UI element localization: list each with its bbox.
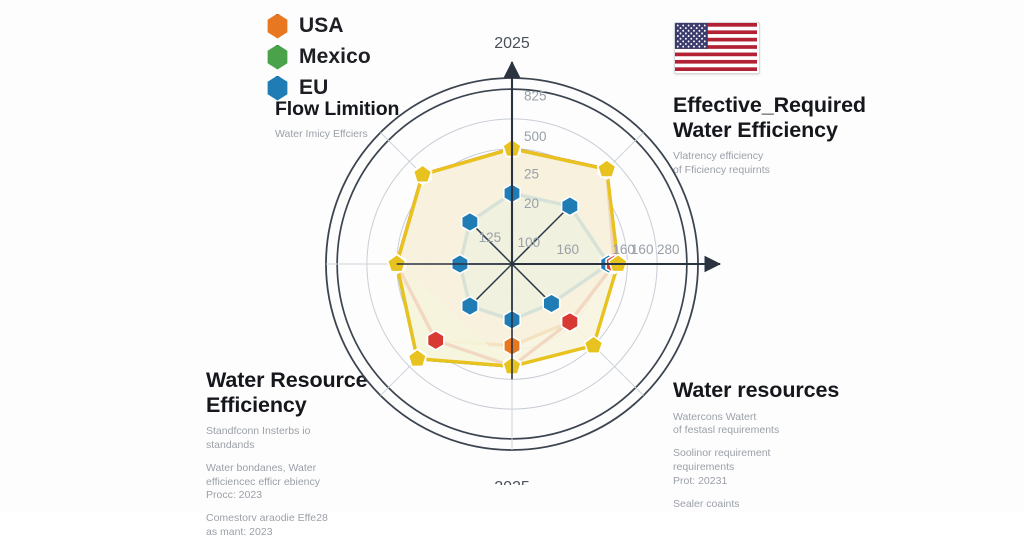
axis-label-top: 2025 [494,35,530,52]
chart-canvas: USA Mexico EU [206,13,888,539]
hex-marker-icon-usa [267,13,288,39]
tick-label: 160 [557,242,580,257]
callout-sub3-water-resource-efficiency: Comestorv araodie Effe28 as mant: 2023 [206,512,328,539]
legend-item-mexico[interactable]: Mexico [266,44,371,70]
hex-marker-icon-eu [267,75,288,101]
callout-title-water-resources: Water resources [673,378,840,402]
legend-label-eu: EU [299,76,329,99]
usa-flag-icon [674,22,760,74]
callout-sub1-water-resource-efficiency: Standfconn Insterbs io standands [206,425,311,451]
legend-item-eu[interactable]: EU [266,75,371,101]
callout-title-flow-limitation: Flow Limition [275,98,400,120]
tick-label: 25 [524,166,539,181]
hex-marker-icon-mexico [267,44,288,70]
callout-sub1-water-resources: Watercons Watert of festasl requirements [673,410,780,437]
chart-legend: USA Mexico EU [266,13,371,101]
callout-water-resources: Water resources Watercons Watert of fest… [673,378,858,512]
tick-label: 160 [631,242,654,257]
tick-label: 500 [524,129,547,144]
callout-title-effective-required: Effective_Required Water Efficiency [673,93,866,142]
legend-item-usa[interactable]: USA [266,13,371,39]
tick-label: 825 [524,88,547,103]
callout-sub2-water-resources: Soolinor requirement requirements Prot: … [673,447,771,487]
tick-label: 20 [524,196,539,211]
callout-sub-effective-required: Vlatrency efficiency of Fficiency requir… [673,150,770,176]
usa-flag-svg [675,23,757,71]
legend-label-usa: USA [299,14,344,37]
callout-effective-required-water-efficiency: Effective_Required Water Efficiency Vlat… [673,93,888,178]
callout-title-water-resource-efficiency: Water Resource Efficiency [206,368,368,417]
axis-label-bottom: 2025 [494,479,530,485]
tick-label: 100 [518,235,541,250]
tick-label: 280 [657,242,680,257]
callout-flow-limitation: Flow Limition Water Imicy Effciers [275,98,445,142]
callout-sub-flow-limitation: Water Imicy Effciers [275,128,368,141]
axis-labels: 2025202020252020 [494,35,530,485]
tick-label: 125 [479,230,502,245]
tick-label: 160 [612,242,635,257]
axis-arrows [396,60,722,380]
callout-sub2-water-resource-efficiency: Water bondanes, Water efficiencec efficr… [206,461,321,502]
callout-sub3-water-resources: Sealer coaints [673,497,740,510]
legend-label-mexico: Mexico [299,45,371,68]
series-layer [394,146,620,368]
